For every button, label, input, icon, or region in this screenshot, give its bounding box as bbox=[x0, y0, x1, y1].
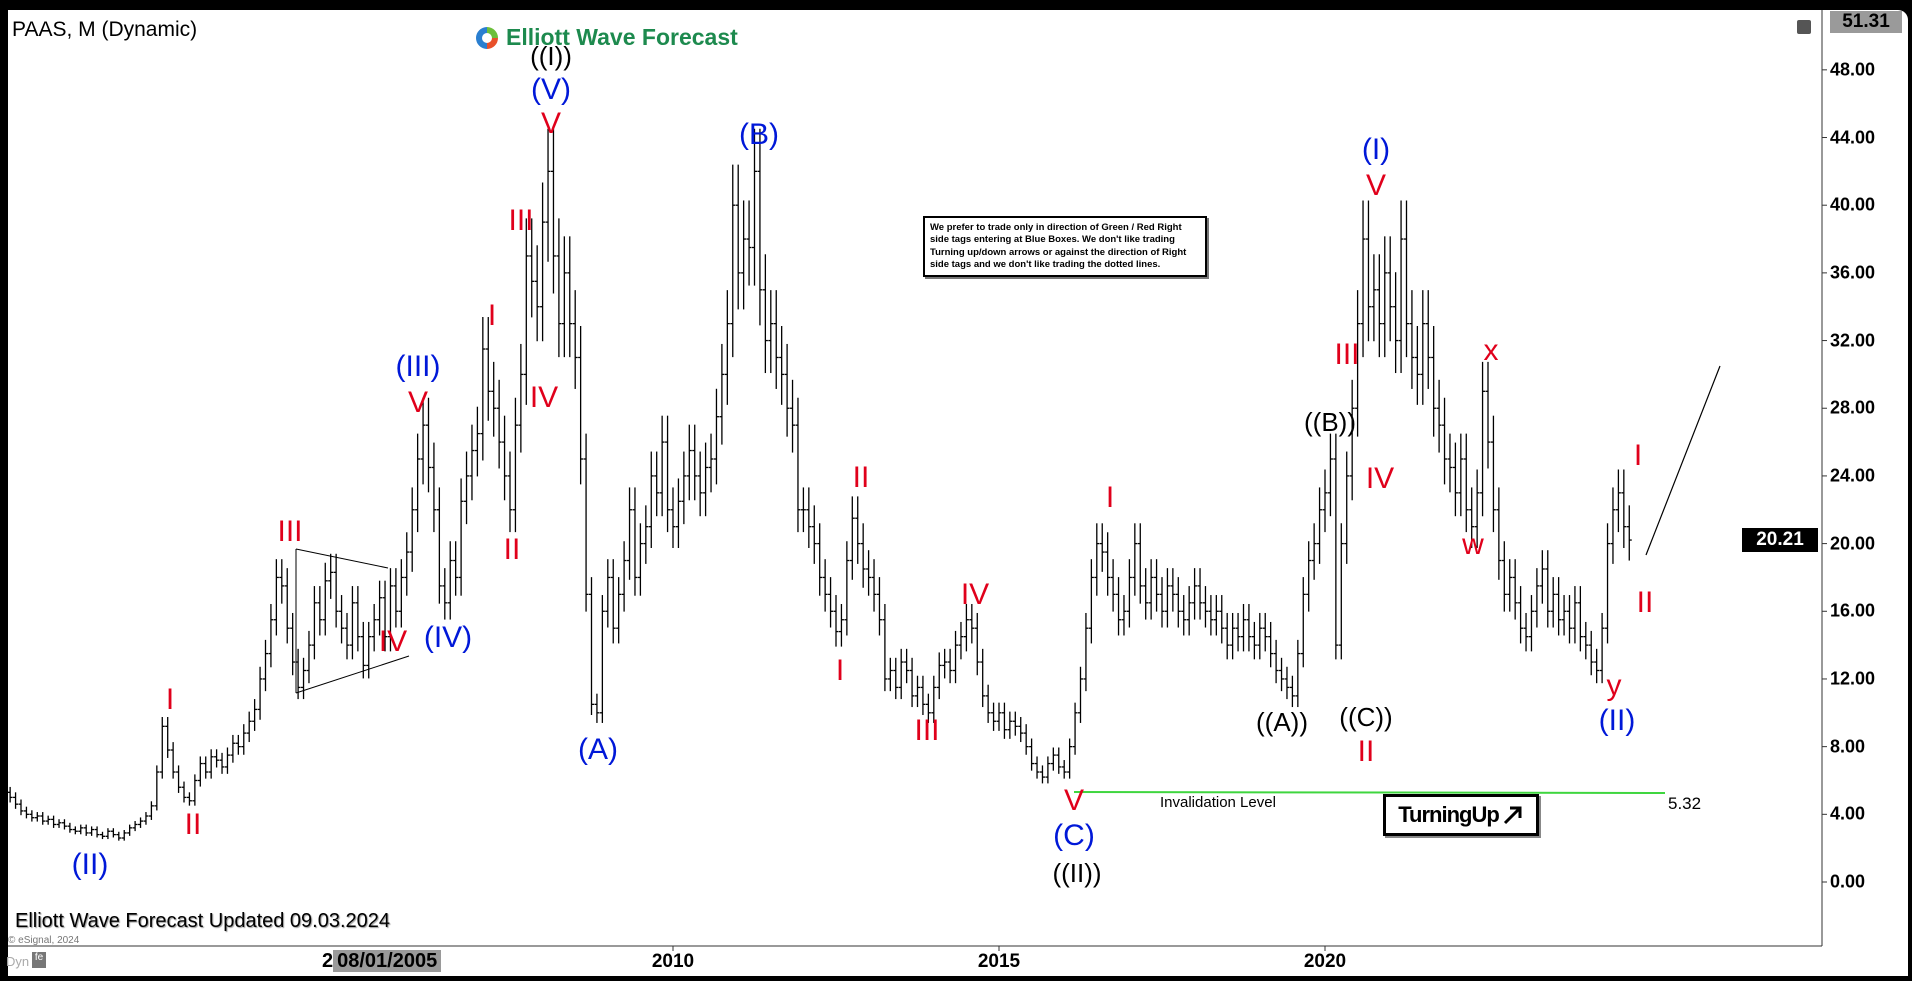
wave-label: (V) bbox=[531, 73, 571, 106]
turning-up-label: TurningUp bbox=[1398, 802, 1500, 827]
wave-label: V bbox=[1063, 784, 1085, 817]
wave-label: II bbox=[503, 533, 521, 566]
y-tick-label: 0.00 bbox=[1830, 871, 1866, 892]
x-tick-label: 2020 bbox=[1303, 951, 1347, 972]
wave-label: ((A)) bbox=[1256, 707, 1308, 737]
wave-label: I bbox=[835, 654, 845, 687]
wave-label: I bbox=[1105, 481, 1115, 514]
wave-label: II bbox=[852, 461, 870, 494]
wave-label: II bbox=[1636, 586, 1654, 619]
projection-line bbox=[1645, 365, 1721, 556]
invalidation-line bbox=[1073, 790, 1666, 794]
y-tick-label: 40.00 bbox=[1830, 194, 1876, 215]
wave-label: (I) bbox=[1361, 133, 1391, 166]
wave-label: (C) bbox=[1053, 819, 1095, 852]
wave-label: (B) bbox=[739, 118, 779, 151]
triangle-lower-line bbox=[295, 655, 410, 694]
logo-text: Elliott Wave Forecast bbox=[506, 24, 738, 50]
wave-label: IV bbox=[1365, 462, 1395, 495]
wave-label: III bbox=[914, 714, 940, 747]
trading-note: We prefer to trade only in direction of … bbox=[923, 216, 1207, 278]
y-tick-label: 12.00 bbox=[1830, 668, 1876, 689]
wave-label: I bbox=[487, 299, 497, 332]
wave-label: I bbox=[1633, 439, 1643, 472]
chart-panel bbox=[8, 10, 1908, 976]
wave-label: V bbox=[407, 386, 429, 419]
y-tick-label: 48.00 bbox=[1830, 59, 1876, 80]
y-tick-label: 44.00 bbox=[1830, 127, 1876, 148]
invalidation-label: Invalidation Level bbox=[1160, 794, 1276, 811]
chart-title: PAAS, M (Dynamic) bbox=[12, 18, 198, 41]
logo: Elliott Wave Forecast bbox=[474, 24, 738, 51]
wave-label: (II) bbox=[1598, 704, 1636, 737]
updated-caption: Elliott Wave Forecast Updated 09.03.2024 bbox=[15, 910, 391, 932]
wave-label: III bbox=[508, 204, 534, 237]
last-price-tag: 20.21 bbox=[1742, 528, 1818, 552]
wave-label: (A) bbox=[578, 733, 618, 766]
y-tick-label: 16.00 bbox=[1830, 600, 1876, 621]
wave-label: III bbox=[1334, 338, 1360, 371]
wave-label: III bbox=[277, 515, 303, 548]
wave-label: II bbox=[1357, 735, 1375, 768]
y-tick-label: 8.00 bbox=[1830, 736, 1866, 757]
y-tick-label: 28.00 bbox=[1830, 397, 1876, 418]
x-tick-label: 2010 bbox=[651, 951, 695, 972]
wave-label: II bbox=[184, 808, 202, 841]
dyn-label: Dyn bbox=[6, 954, 30, 969]
wave-label: y bbox=[1606, 669, 1622, 702]
window-restore-icon[interactable] bbox=[1797, 20, 1811, 34]
wave-label: V bbox=[540, 107, 562, 140]
wave-label: IV bbox=[529, 381, 559, 414]
y-tick-label: 32.00 bbox=[1830, 330, 1876, 351]
fe-icon[interactable]: fe bbox=[32, 952, 46, 968]
wave-label: IV bbox=[960, 578, 990, 611]
y-tick-label: 4.00 bbox=[1830, 803, 1866, 824]
y-tick-label: 24.00 bbox=[1830, 465, 1876, 486]
wave-label: ((I)) bbox=[530, 41, 572, 71]
triangle-upper-line bbox=[295, 548, 389, 569]
wave-label: V bbox=[1365, 169, 1387, 202]
wave-label: IV bbox=[378, 625, 408, 658]
copyright: © eSignal, 2024 bbox=[8, 935, 80, 946]
wave-label: I bbox=[165, 683, 175, 716]
crosshair-date: 2 08/01/2005 bbox=[322, 950, 442, 973]
top-price-tag: 51.31 bbox=[1830, 11, 1902, 33]
wave-label: (III) bbox=[395, 350, 441, 383]
wave-label: (II) bbox=[71, 848, 109, 881]
invalidation-value: 5.32 bbox=[1668, 794, 1702, 813]
wave-label: ((B)) bbox=[1304, 407, 1356, 437]
wave-label: ((C)) bbox=[1339, 702, 1393, 732]
y-tick-label: 20.00 bbox=[1830, 533, 1876, 554]
wave-label: x bbox=[1483, 334, 1499, 367]
arrow-up-right-icon bbox=[1503, 806, 1522, 825]
logo-icon bbox=[476, 26, 498, 49]
x-tick-label: 2015 bbox=[977, 951, 1021, 972]
y-tick-label: 36.00 bbox=[1830, 262, 1876, 283]
wave-label: ((II)) bbox=[1052, 858, 1102, 888]
turning-up-badge: TurningUp bbox=[1383, 794, 1539, 836]
wave-label: (IV) bbox=[423, 621, 473, 654]
wave-label: w bbox=[1462, 528, 1484, 561]
